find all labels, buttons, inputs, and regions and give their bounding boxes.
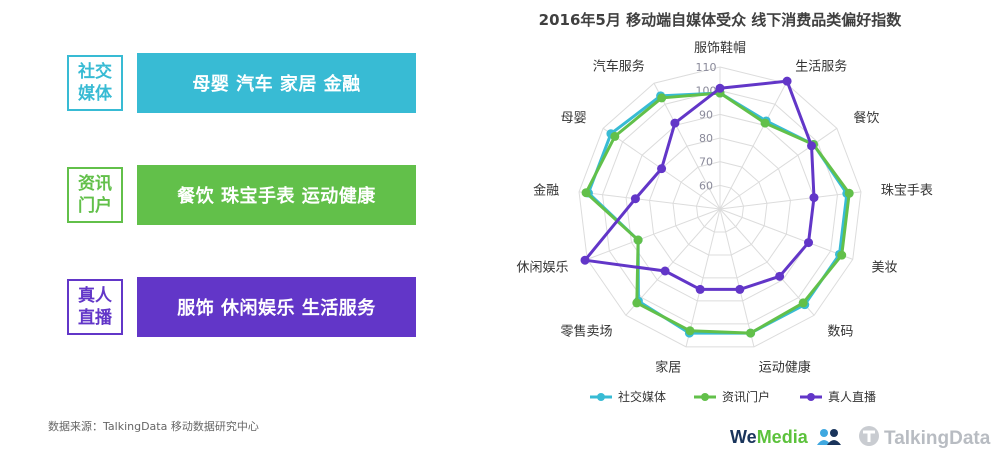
series-point [610,131,620,141]
legend-marker [701,393,709,401]
grid-spoke [719,208,853,260]
grid-ring [672,161,768,256]
legend-label: 资讯门户 [722,389,770,404]
tag-label: 资讯门户 [78,174,112,216]
talkingdata-mark-icon [858,425,880,453]
grid-ring [625,113,815,302]
grid-spoke [587,208,721,260]
series-point [630,194,640,204]
bar-social: 母婴 汽车 家居 金融 [137,53,416,113]
tag-news: 资讯门户 [67,167,123,223]
grid-spoke [719,208,755,347]
category-label: 运动健康 [759,359,811,375]
grid-spoke [719,191,862,210]
bar-news: 餐饮 珠宝手表 运动健康 [137,165,416,225]
series-point [782,76,792,86]
radial-tick-label: 70 [699,156,713,169]
radial-tick-label: 80 [699,132,713,145]
grid-ring [695,184,745,233]
tag-social: 社交媒体 [67,55,123,111]
grid-spoke [653,83,721,210]
grid-spoke [685,208,721,347]
grid-ring [602,90,838,325]
wemedia-logo-media: Media [756,427,808,447]
grid-spoke [625,208,721,316]
category-label: 数码 [827,324,853,339]
series-point [760,118,770,128]
tag-label: 社交媒体 [78,62,112,104]
series-point [632,298,642,308]
people-icon [816,428,842,451]
radial-tick-label: 60 [699,179,713,192]
series-point [804,238,814,248]
category-label: 母婴 [561,111,587,126]
category-label: 零售卖场 [561,323,613,339]
bar-label: 服饰 休闲娱乐 生活服务 [177,298,376,319]
series-point [798,298,808,308]
talkingdata-logo: TalkingData [858,425,990,453]
talkingdata-logo-text: TalkingData [884,428,991,449]
category-label: 美妆 [871,260,897,275]
legend-label: 真人直播 [828,390,876,404]
chart-title: 2016年5月 移动端自媒体受众 线下消费品类偏好指数 [539,11,903,29]
series-point [837,250,847,260]
series-point [685,326,695,336]
series-point [809,193,819,203]
tag-label: 真人直播 [78,286,112,328]
grid-ring [649,137,791,279]
grid-spoke [578,191,721,210]
bar-label: 母婴 汽车 家居 金融 [192,74,361,95]
series-point [746,328,756,338]
series-point [660,266,670,276]
series-point [633,235,643,245]
legend-label: 社交媒体 [618,389,666,404]
category-label: 汽车服务 [593,59,645,75]
grid-spoke [719,208,815,316]
bar-label: 餐饮 珠宝手表 运动健康 [177,186,376,207]
series-point [735,284,745,294]
series-point [695,284,705,294]
bar-live: 服饰 休闲娱乐 生活服务 [137,277,416,337]
wemedia-logo: WeMedia [730,427,842,451]
series-point [775,271,785,281]
tag-live: 真人直播 [67,279,123,335]
series-point [657,93,667,103]
radial-tick-label: 110 [696,61,717,74]
category-label: 服饰鞋帽 [694,40,746,56]
grid-spoke [719,127,838,210]
series-point [657,164,667,174]
legend-marker [807,393,815,401]
category-label: 餐饮 [853,110,879,126]
series-point [807,141,817,151]
grid-spoke [719,83,787,210]
series-line [583,79,816,291]
series-point [580,255,590,265]
wemedia-logo-we: We [730,427,757,447]
grid-ring [578,66,862,348]
series-point [715,83,725,93]
radial-tick-label: 90 [699,108,713,121]
legend-marker [597,393,605,401]
series-line [584,91,851,335]
category-label: 珠宝手表 [881,183,933,198]
category-label: 金融 [533,182,559,198]
category-label: 家居 [655,359,681,375]
series-point [844,188,854,198]
category-label: 生活服务 [795,59,847,75]
data-source-note: 数据来源：TalkingData 移动数据研究中心 [48,420,259,433]
series-point [581,188,591,198]
series-point [670,118,680,128]
category-label: 休闲娱乐 [517,260,569,275]
